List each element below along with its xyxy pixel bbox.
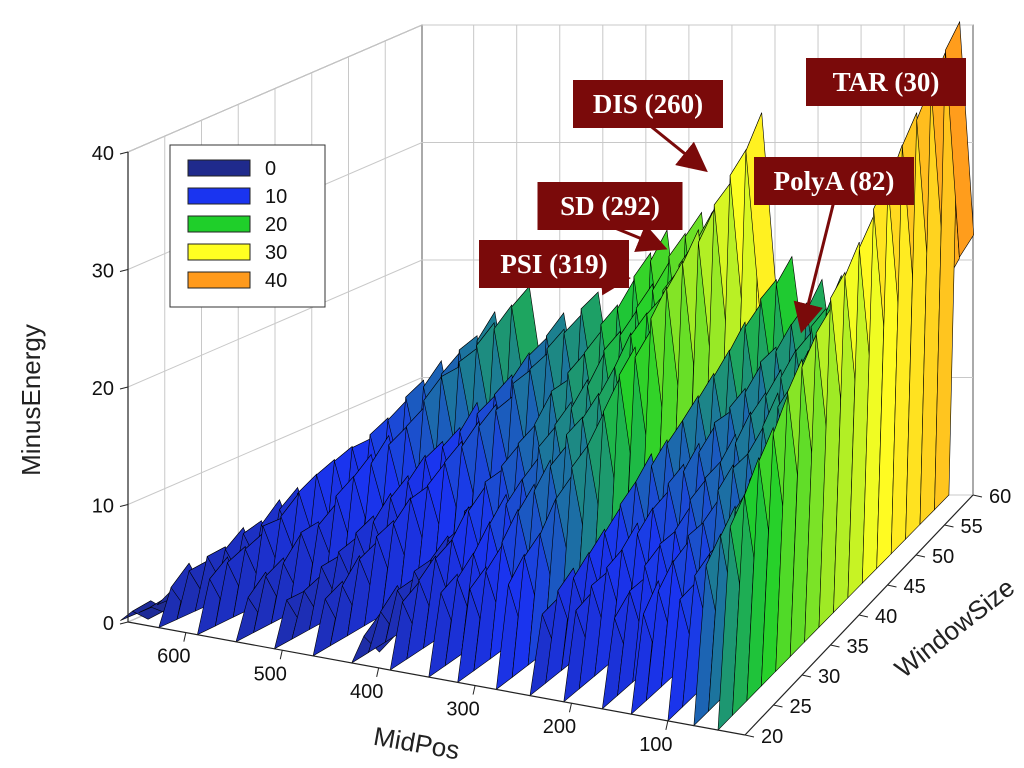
x-tick-label: 300 [446, 699, 479, 721]
x-tick-mark [376, 667, 380, 678]
annotation: PSI (319) [479, 240, 631, 296]
annotation-arrow [793, 200, 836, 334]
x-tick-label: 200 [543, 716, 576, 738]
y-tick-mark [858, 614, 869, 618]
y-tick-label: 50 [932, 546, 954, 568]
y-tick-label: 60 [989, 486, 1011, 508]
surface-ridge [717, 20, 975, 731]
annotation: TAR (30) [806, 58, 966, 106]
annotation-label: PSI (319) [500, 249, 607, 279]
z-tick-label: 30 [92, 261, 114, 283]
legend-swatch [187, 187, 251, 205]
annotation-box [754, 157, 914, 205]
y-tick-mark [944, 524, 954, 528]
y-tick-mark [887, 584, 897, 588]
z-tick-label: 40 [92, 143, 114, 165]
annotation-box [537, 182, 683, 230]
z-tick-mark [119, 269, 129, 272]
annotation-box [479, 240, 629, 288]
z-tick-label: 10 [92, 496, 114, 518]
legend-label: 30 [265, 242, 287, 264]
y-tick-label: 55 [961, 516, 983, 538]
annotation-label: PolyA (82) [774, 166, 895, 196]
surface-ridges [120, 20, 975, 731]
x-tick-label: 600 [157, 646, 190, 668]
x-tick-mark [568, 703, 572, 713]
x-tick-mark [472, 685, 476, 695]
annotation: SD (292) [537, 182, 683, 252]
annotation-label: DIS (260) [593, 89, 703, 119]
z-gridline [127, 24, 973, 153]
x-tick-label: 100 [639, 734, 672, 756]
y-tick-mark [801, 674, 812, 678]
y-tick-label: 30 [818, 666, 840, 688]
y-tick-label: 45 [904, 576, 926, 598]
annotation-label: SD (292) [560, 191, 660, 221]
z-tick-label: 20 [92, 378, 114, 400]
y-tick-label: 20 [761, 726, 783, 748]
y-tick-mark [744, 734, 755, 738]
legend-label: 20 [265, 214, 287, 236]
z-gridline [127, 259, 973, 388]
x-tick-label: 500 [254, 663, 287, 685]
annotation-label: TAR (30) [833, 67, 940, 97]
y-tick-label: 25 [790, 696, 812, 718]
annotation-box [806, 58, 966, 106]
annotation: DIS (260) [573, 80, 723, 173]
y-tick-mark [972, 494, 983, 498]
legend-label: 0 [265, 158, 276, 180]
x-axis-title: MidPos [371, 721, 462, 766]
legend-swatch [187, 159, 251, 177]
legend-swatch [187, 215, 251, 233]
z-axis-title: MinusEnergy [16, 324, 46, 476]
annotations: TAR (30) DIS (260) PolyA (82) SD (292) PSI (… [479, 58, 966, 334]
y-tick-label: 35 [847, 636, 869, 658]
z-tick-label: 0 [103, 613, 114, 635]
annotation-box [573, 80, 723, 128]
legend-swatch [187, 271, 251, 289]
z-tick-mark [119, 386, 129, 390]
legend-label: 10 [265, 186, 287, 208]
x-tick-mark [665, 720, 669, 730]
y-tick-mark [773, 704, 783, 708]
x-axis-line [127, 621, 746, 736]
z-tick-mark [119, 504, 129, 507]
legend: 0 10 20 30 40 [169, 144, 326, 308]
z-tick-mark [119, 151, 129, 155]
annotation: PolyA (82) [754, 157, 914, 334]
z-tick-mark [119, 621, 129, 625]
x-tick-label: 400 [350, 681, 383, 703]
y-tick-mark [915, 554, 926, 558]
x-tick-mark [279, 650, 283, 660]
legend-label: 40 [265, 270, 287, 292]
x-tick-mark [183, 632, 187, 642]
y-tick-label: 40 [875, 606, 897, 628]
legend-swatch [187, 243, 251, 261]
annotation-arrow [647, 122, 708, 173]
y-tick-mark [830, 644, 840, 648]
